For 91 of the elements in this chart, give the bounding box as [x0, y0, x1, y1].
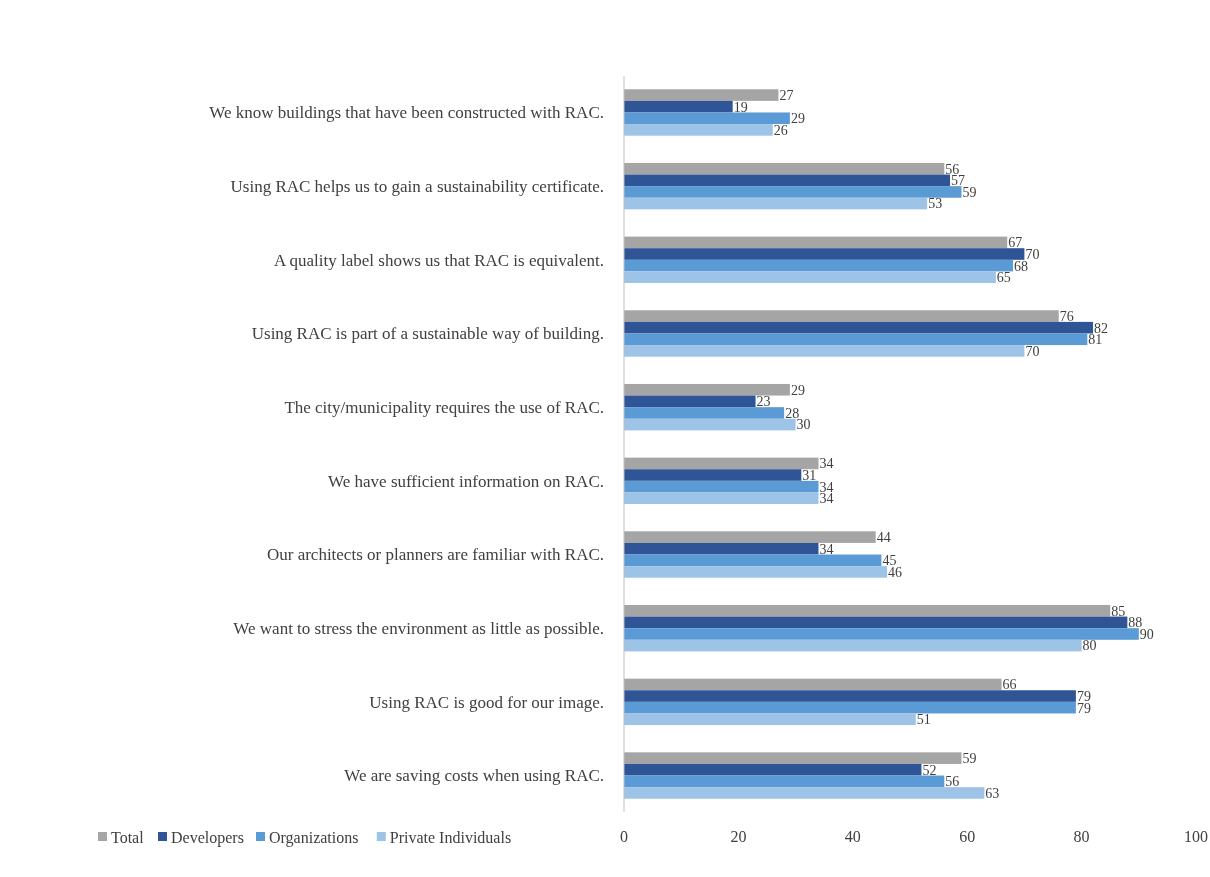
data-label: 59 [962, 184, 977, 200]
bar [624, 174, 951, 187]
bar [624, 186, 962, 198]
bar [624, 112, 790, 125]
y-tick-label: We want to stress the environment as little as possible. [233, 619, 604, 639]
bar [624, 701, 1076, 714]
data-label: 65 [996, 270, 1011, 286]
bar [624, 248, 1025, 260]
y-tick-label: We have sufficient information on RAC. [328, 471, 604, 491]
bar [624, 124, 773, 136]
data-label: 76 [1059, 308, 1074, 324]
x-tick-label: 80 [1073, 828, 1090, 845]
y-tick-label: Using RAC helps us to gain a sustainability certificate. [230, 177, 604, 197]
x-tick-label: 60 [959, 828, 976, 845]
legend-label: Developers [171, 828, 244, 847]
data-label: 63 [985, 785, 1000, 801]
bar [624, 345, 1025, 357]
data-label: 53 [928, 196, 943, 212]
data-label: 81 [1088, 332, 1103, 348]
data-label: 70 [1025, 343, 1040, 359]
legend-label: Organizations [269, 828, 359, 847]
data-label: 23 [756, 394, 771, 410]
x-tick-label: 20 [730, 828, 747, 845]
bar [624, 639, 1082, 652]
data-label: 31 [802, 467, 817, 483]
data-label: 68 [1013, 258, 1028, 274]
data-label: 44 [876, 530, 891, 546]
bar [624, 480, 819, 493]
data-label: 46 [888, 564, 903, 580]
bar [624, 542, 819, 555]
legend-label: Total [111, 828, 145, 846]
bar [624, 197, 928, 210]
bar [624, 100, 733, 113]
bar [624, 713, 916, 726]
bar [624, 383, 790, 396]
bar [624, 321, 1094, 334]
bar [624, 333, 1088, 346]
data-label: 66 [1002, 677, 1017, 693]
bar [624, 395, 756, 408]
bar [624, 271, 996, 284]
bar [624, 492, 819, 505]
bar [624, 236, 1008, 249]
bar [624, 678, 1002, 691]
bar [624, 554, 882, 567]
y-tick-label: A quality label shows us that RAC is equivalent. [273, 250, 604, 270]
data-label: 80 [1082, 638, 1097, 654]
bar [624, 616, 1128, 629]
bar [624, 566, 888, 578]
x-tick-label: 0 [620, 828, 628, 845]
data-label: 26 [773, 122, 788, 138]
data-label: 56 [945, 774, 960, 790]
x-tick-label: 40 [844, 828, 861, 845]
y-tick-label: Our architects or planners are familiar with RAC. [266, 545, 604, 565]
data-label: 19 [733, 99, 748, 115]
data-label: 51 [916, 712, 931, 728]
y-tick-label: Using RAC is part of a sustainable way of building. [251, 324, 604, 344]
bar [624, 469, 802, 481]
data-label: 34 [819, 456, 834, 472]
y-tick-label: We are saving costs when using RAC. [344, 766, 604, 786]
data-label: 70 [1025, 246, 1040, 262]
bar [624, 604, 1111, 617]
bar [624, 418, 796, 431]
legend-label: Private Individuals [389, 828, 512, 846]
bar [624, 690, 1076, 702]
x-tick-label: 100 [1184, 828, 1208, 845]
bar [624, 752, 962, 764]
bar [624, 407, 785, 419]
y-tick-label: We know buildings that have been constructed with RAC. [209, 103, 604, 123]
bar [624, 787, 985, 799]
bar [624, 310, 1059, 322]
y-tick-label: The city/municipality requires the use of RAC. [284, 398, 604, 418]
data-label: 34 [819, 541, 834, 557]
data-label: 29 [790, 111, 805, 127]
data-label: 90 [1139, 626, 1154, 642]
bar [624, 162, 945, 175]
data-label: 85 [1111, 603, 1126, 619]
data-label: 67 [1008, 235, 1023, 251]
bar [624, 457, 819, 470]
data-label: 27 [779, 87, 794, 103]
bar [624, 531, 876, 543]
bar [624, 628, 1139, 640]
bar [624, 775, 945, 788]
bar [624, 763, 922, 776]
data-label: 52 [922, 762, 937, 778]
data-label: 30 [796, 417, 811, 433]
bar [624, 259, 1013, 272]
bar [624, 89, 779, 101]
data-label: 29 [790, 382, 805, 398]
data-label: 34 [819, 491, 834, 507]
y-tick-label: Using RAC is good for our image. [369, 692, 604, 712]
data-label: 59 [962, 751, 977, 767]
